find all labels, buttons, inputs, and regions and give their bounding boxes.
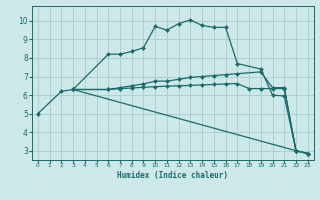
- X-axis label: Humidex (Indice chaleur): Humidex (Indice chaleur): [117, 171, 228, 180]
